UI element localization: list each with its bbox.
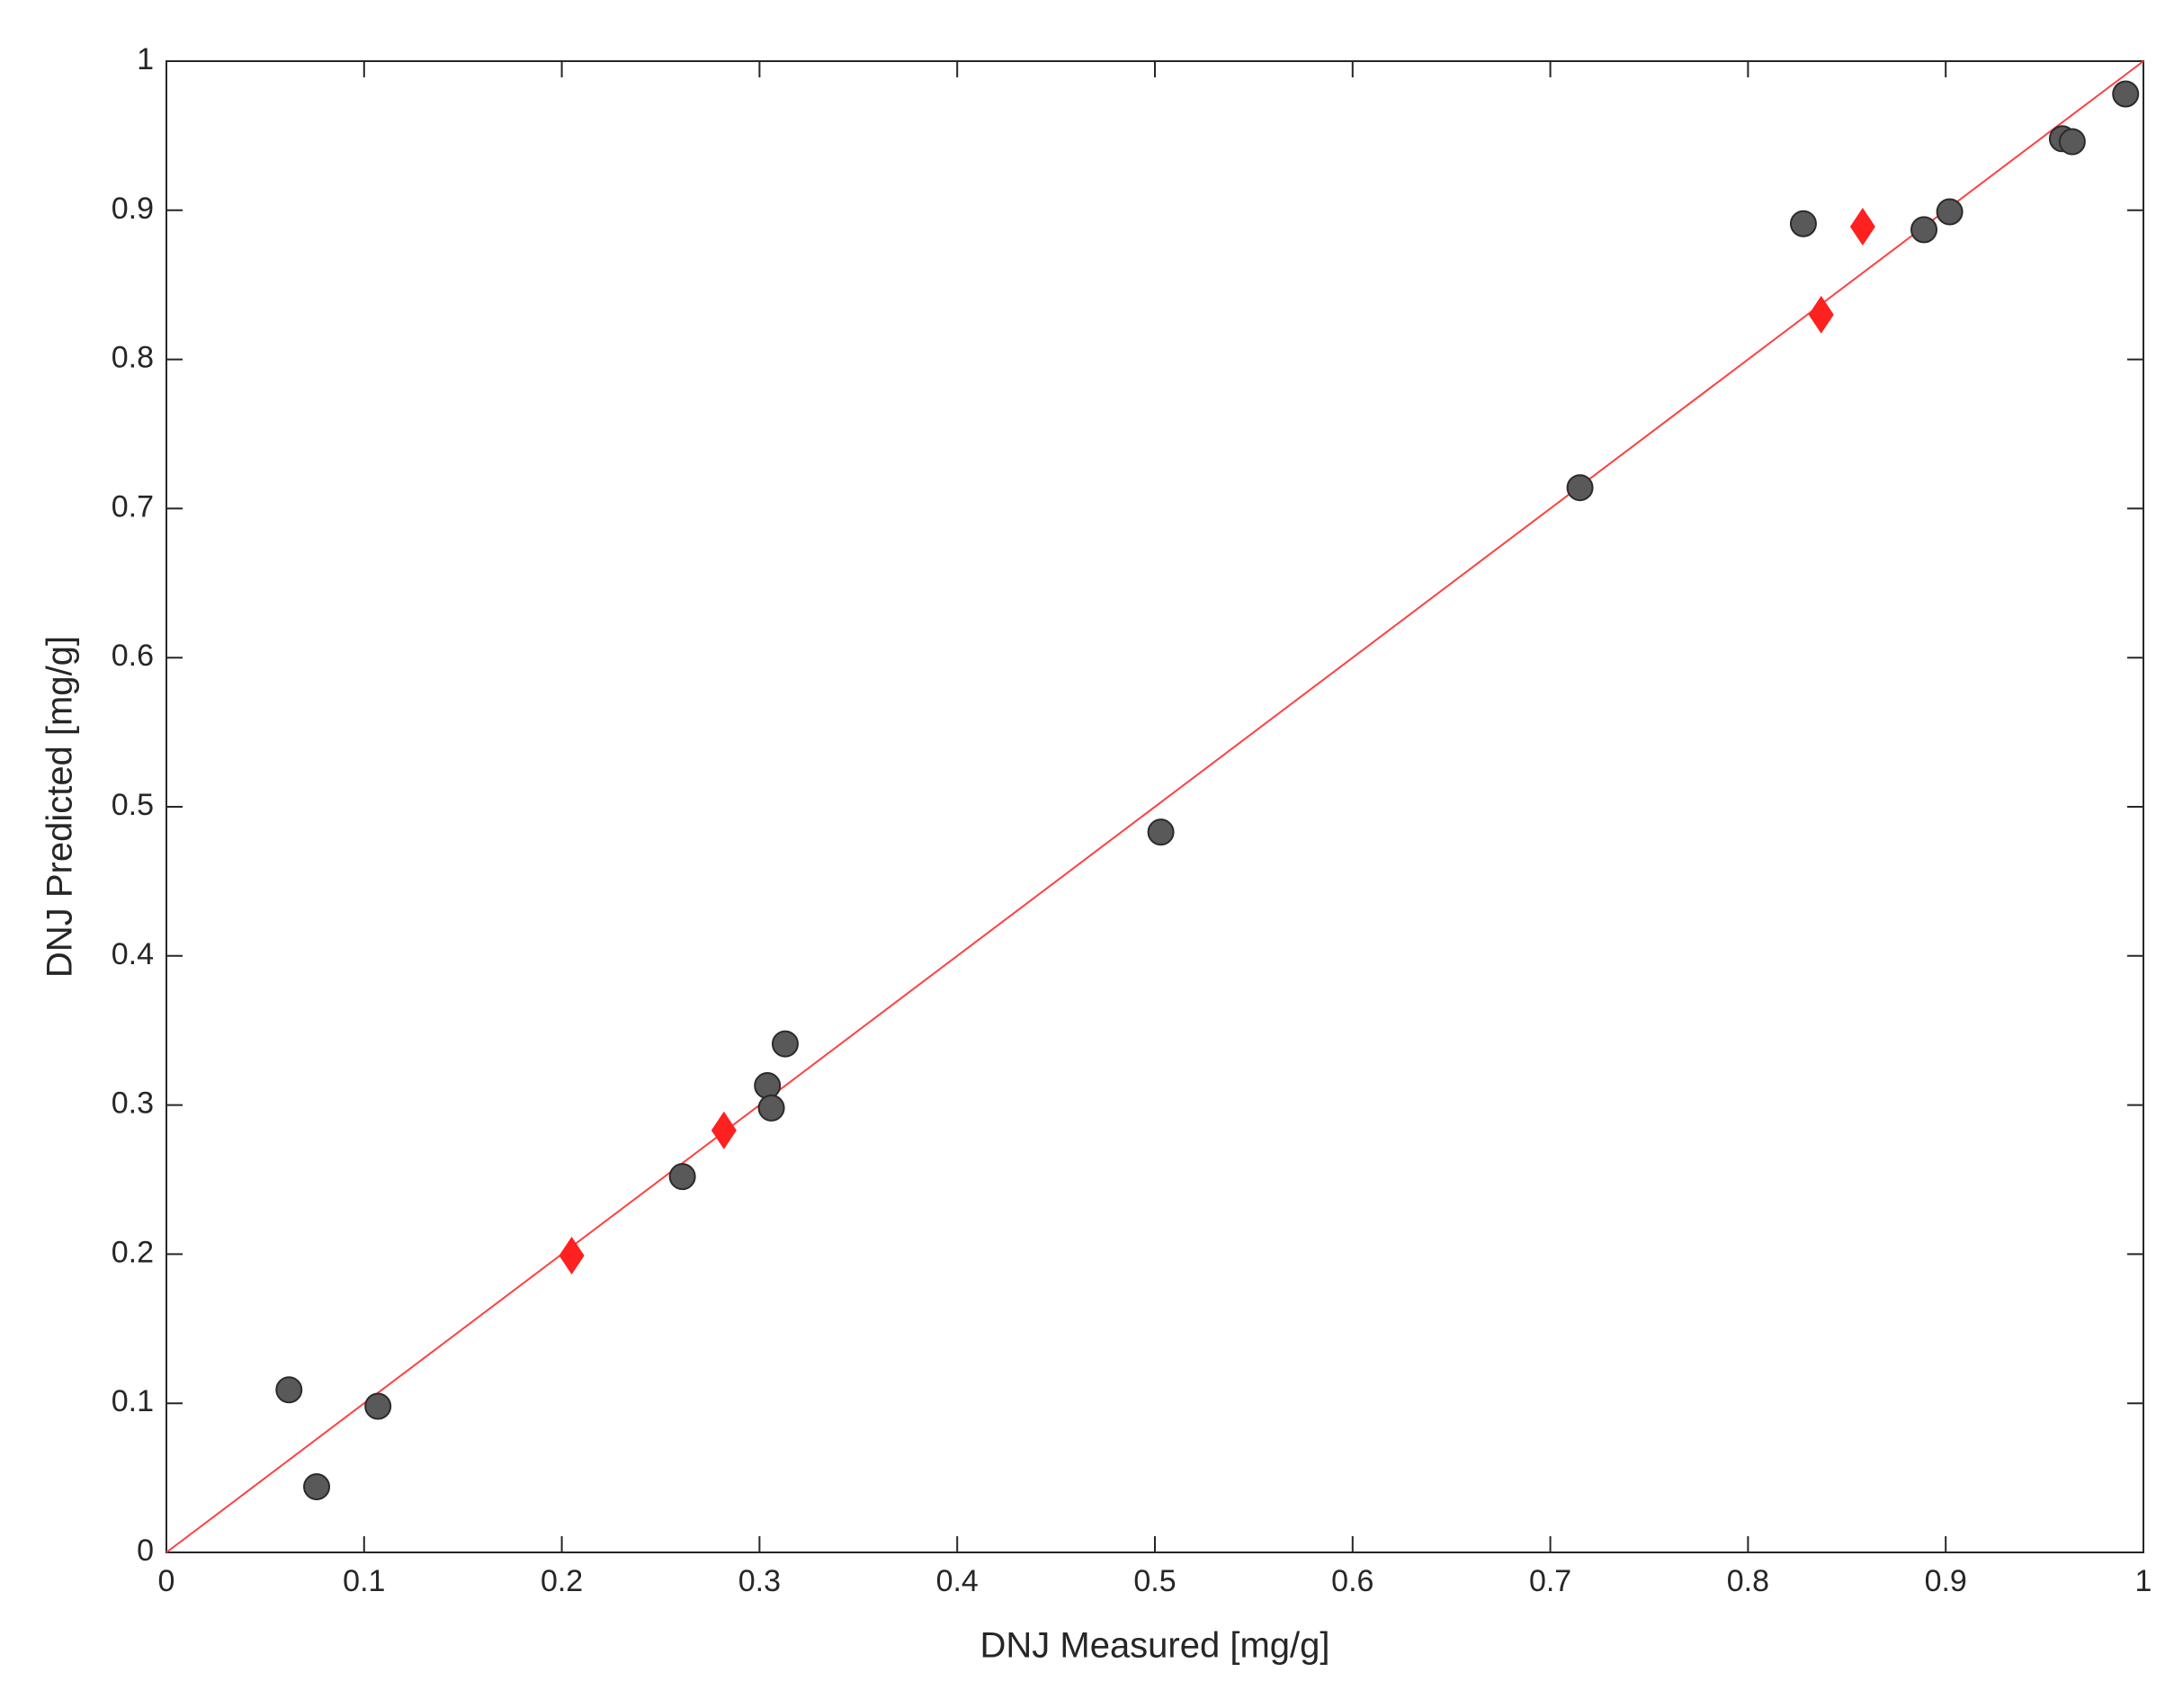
circle-point [1789, 210, 1817, 237]
circle-point [303, 1473, 331, 1501]
circle-point [668, 1163, 696, 1191]
fit-line [166, 60, 2144, 1553]
x-tick-label: 0 [158, 1564, 175, 1598]
y-tick-label: 0 [137, 1534, 154, 1568]
circle-point [2112, 80, 2140, 108]
circle-point [757, 1094, 785, 1122]
circle-point [1566, 474, 1594, 502]
y-tick-label: 0.4 [112, 937, 154, 971]
circle-point [1147, 818, 1175, 846]
circle-point [1910, 216, 1938, 244]
x-tick-label: 0.5 [1133, 1564, 1176, 1598]
diamond-point [711, 1111, 737, 1149]
x-tick-label: 0.3 [738, 1564, 781, 1598]
x-tick-label: 0.1 [343, 1564, 385, 1598]
x-tick-label: 0.9 [1925, 1564, 1967, 1598]
x-tick-label: 0.8 [1727, 1564, 1769, 1598]
y-tick-label: 0.6 [112, 639, 154, 673]
y-tick-label: 0.3 [112, 1087, 154, 1121]
y-tick-label: 0.1 [112, 1384, 154, 1418]
x-tick-label: 0.7 [1529, 1564, 1571, 1598]
x-axis-label: DNJ Measured [mg/g] [980, 1626, 1329, 1666]
diamond-point [1808, 295, 1834, 334]
x-tick-label: 0.6 [1331, 1564, 1373, 1598]
x-tick-label: 0.2 [541, 1564, 583, 1598]
plot-frame [166, 60, 2144, 1553]
circle-point [771, 1030, 799, 1058]
diamond-point [1849, 208, 1875, 246]
circle-point [754, 1072, 782, 1100]
diamond-point [559, 1237, 585, 1275]
y-tick-label: 0.2 [112, 1235, 154, 1269]
y-axis-label: DNJ Predicted [mg/g] [40, 636, 80, 978]
x-tick-label: 1 [2135, 1564, 2152, 1598]
y-tick-label: 0.5 [112, 788, 154, 822]
y-tick-label: 0.8 [112, 341, 154, 375]
circle-point [1936, 198, 1964, 226]
y-tick-label: 1 [137, 42, 154, 76]
y-tick-label: 0.7 [112, 489, 154, 523]
x-tick-label: 0.4 [936, 1564, 979, 1598]
circle-point [364, 1392, 392, 1420]
circle-point [275, 1376, 303, 1404]
y-tick-label: 0.9 [112, 192, 154, 226]
circle-point [2058, 128, 2086, 156]
